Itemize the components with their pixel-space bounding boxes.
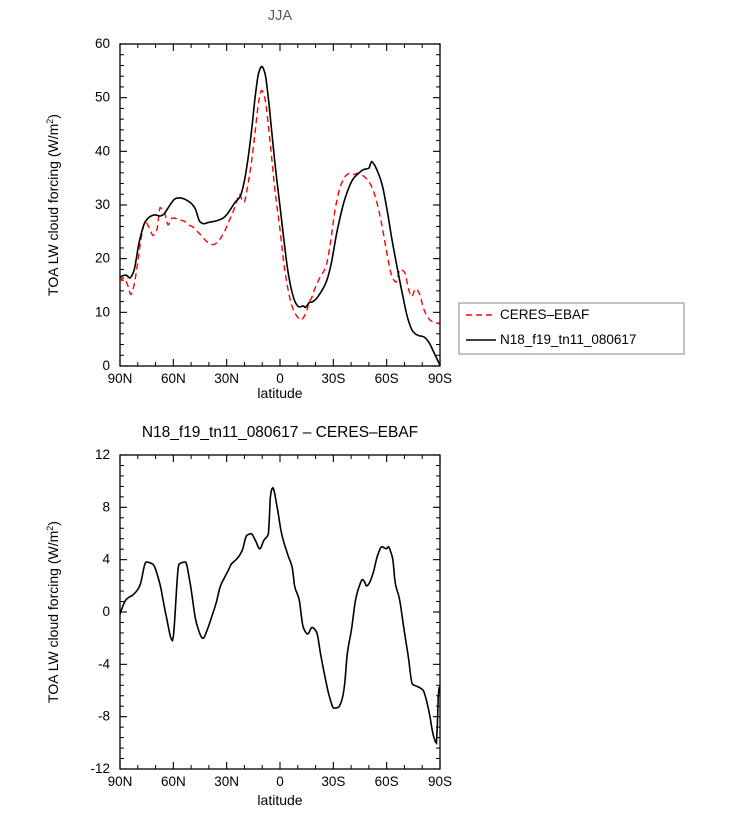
svg-text:-4: -4 xyxy=(98,656,110,671)
svg-text:50: 50 xyxy=(95,90,110,105)
svg-text:90S: 90S xyxy=(428,371,452,386)
svg-text:4: 4 xyxy=(102,552,110,567)
svg-text:JJA: JJA xyxy=(268,8,293,24)
svg-text:30S: 30S xyxy=(321,371,345,386)
svg-text:30S: 30S xyxy=(321,774,345,789)
svg-text:90S: 90S xyxy=(428,774,452,789)
svg-text:0: 0 xyxy=(276,774,284,789)
svg-text:60S: 60S xyxy=(375,774,399,789)
svg-text:CERES–EBAF: CERES–EBAF xyxy=(500,307,589,322)
svg-text:60N: 60N xyxy=(161,774,186,789)
svg-text:10: 10 xyxy=(95,304,110,319)
svg-text:-8: -8 xyxy=(98,709,110,724)
svg-text:30N: 30N xyxy=(214,371,239,386)
svg-text:60S: 60S xyxy=(375,371,399,386)
svg-text:8: 8 xyxy=(102,499,110,514)
svg-text:30: 30 xyxy=(95,197,110,212)
svg-text:30N: 30N xyxy=(214,774,239,789)
svg-text:latitude: latitude xyxy=(257,792,302,808)
svg-text:latitude: latitude xyxy=(257,385,302,401)
svg-text:N18_f19_tn11_080617: N18_f19_tn11_080617 xyxy=(500,332,636,347)
svg-text:0: 0 xyxy=(276,371,284,386)
svg-text:12: 12 xyxy=(95,447,110,462)
svg-text:TOA LW cloud forcing (W/m2): TOA LW cloud forcing (W/m2) xyxy=(45,521,61,703)
svg-text:60N: 60N xyxy=(161,371,186,386)
svg-text:90N: 90N xyxy=(108,371,133,386)
svg-text:N18_f19_tn11_080617 – CERES–EB: N18_f19_tn11_080617 – CERES–EBAF xyxy=(142,424,418,441)
svg-text:TOA LW cloud forcing (W/m2): TOA LW cloud forcing (W/m2) xyxy=(45,114,61,296)
svg-text:40: 40 xyxy=(95,143,110,158)
svg-text:90N: 90N xyxy=(108,774,133,789)
svg-text:60: 60 xyxy=(95,36,110,51)
svg-text:20: 20 xyxy=(95,251,110,266)
svg-text:0: 0 xyxy=(102,604,110,619)
